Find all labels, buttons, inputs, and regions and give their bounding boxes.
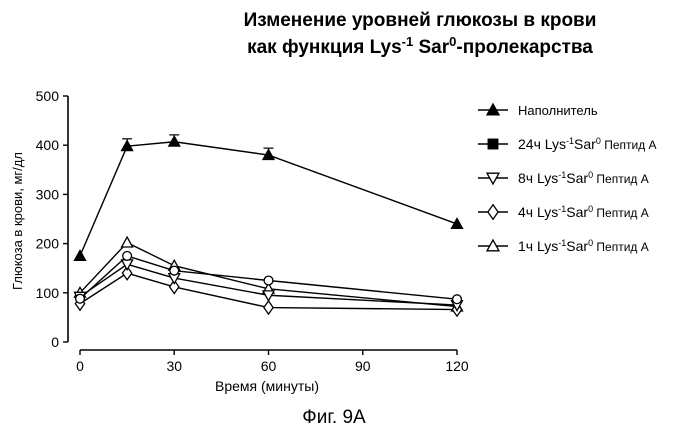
y-tick-label: 400 xyxy=(36,137,60,153)
axes xyxy=(68,96,457,350)
legend-item: 8ч Lys-1Sar0 Пептид А xyxy=(478,170,649,186)
y-axis-ticks: 0 100 200 300 400 500 xyxy=(36,88,68,350)
x-tick-label: 0 xyxy=(76,358,84,374)
data-point-marker xyxy=(75,250,86,260)
y-tick-label: 200 xyxy=(36,236,60,252)
legend-item: 1ч Lys-1Sar0 Пептид А xyxy=(478,238,649,254)
x-tick-label: 90 xyxy=(355,358,371,374)
data-point-marker xyxy=(169,136,180,146)
figure-caption: Фиг. 9А xyxy=(302,407,366,428)
data-point-marker xyxy=(488,205,498,219)
chart-title-line1: Изменение уровней глюкозы в крови xyxy=(244,10,597,31)
data-point-marker xyxy=(453,295,462,304)
data-point-marker xyxy=(264,276,273,285)
x-tick-label: 30 xyxy=(166,358,182,374)
legend-label: 1ч Lys-1Sar0 Пептид А xyxy=(518,238,649,254)
legend-label: 4ч Lys-1Sar0 Пептид А xyxy=(518,204,649,220)
legend-item: Наполнитель xyxy=(478,103,598,118)
y-tick-label: 100 xyxy=(36,285,60,301)
legend-label: 24ч Lys-1Sar0 Пептид А xyxy=(518,136,657,152)
data-point-marker xyxy=(123,252,132,261)
data-point-marker xyxy=(122,237,133,247)
x-tick-label: 60 xyxy=(261,358,277,374)
x-axis-label: Время (минуты) xyxy=(215,378,319,394)
y-tick-label: 300 xyxy=(36,186,60,202)
x-axis-ticks: 0 30 60 90 120 xyxy=(76,350,469,374)
series-0 xyxy=(75,135,463,260)
legend: Наполнитель 24ч Lys-1Sar0 Пептид А 8ч Lys-… xyxy=(478,103,657,254)
x-tick-label: 120 xyxy=(445,358,469,374)
y-axis-label: Глюкоза в крови, мг/дл xyxy=(10,152,25,290)
data-point-marker xyxy=(76,294,85,303)
y-tick-label: 0 xyxy=(51,334,59,350)
series-group xyxy=(75,135,463,316)
legend-item: 24ч Lys-1Sar0 Пептид А xyxy=(478,136,657,152)
data-point-marker xyxy=(264,301,273,314)
data-point-marker xyxy=(488,139,498,149)
legend-label: 8ч Lys-1Sar0 Пептид А xyxy=(518,170,649,186)
y-tick-label: 500 xyxy=(36,88,60,104)
chart-title-line2: как функция Lys-1 Sar0-пролекарства xyxy=(247,34,593,59)
data-point-marker xyxy=(170,266,179,275)
legend-item: 4ч Lys-1Sar0 Пептид А xyxy=(478,204,649,220)
legend-label: Наполнитель xyxy=(518,103,598,118)
data-point-marker xyxy=(452,218,463,228)
